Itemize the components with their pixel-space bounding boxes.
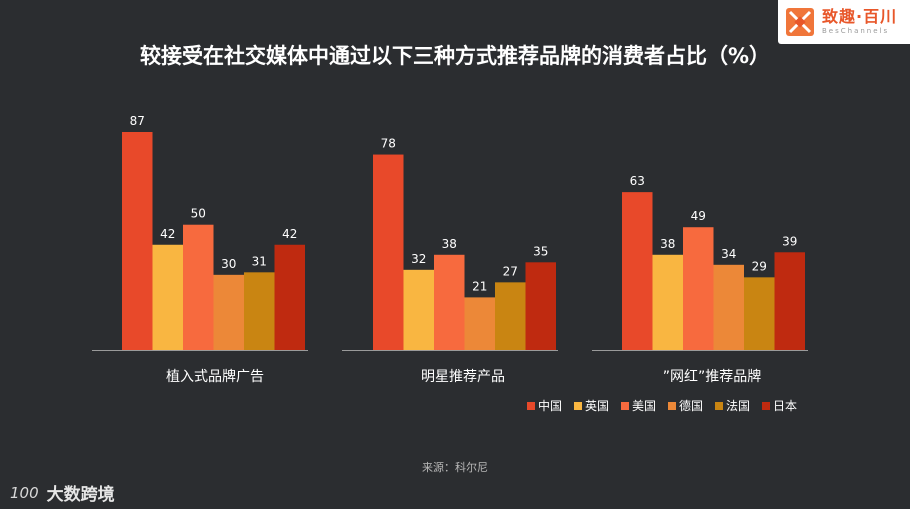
bar: [403, 269, 434, 350]
data-label: 32: [411, 252, 426, 266]
data-label: 87: [130, 114, 145, 128]
legend-swatch: [574, 402, 582, 410]
data-label: 34: [721, 247, 736, 261]
category-label: 植入式品牌广告: [166, 368, 264, 385]
footer-logo-text: 大数跨境: [46, 485, 115, 505]
data-label: 27: [503, 264, 518, 278]
data-label: 42: [282, 227, 297, 241]
data-label: 63: [630, 174, 645, 188]
bar: [434, 254, 465, 350]
legend-swatch: [668, 402, 676, 410]
bar: [373, 154, 404, 350]
legend-label: 日本: [773, 399, 797, 413]
bar: [713, 264, 744, 350]
bar: [122, 132, 153, 350]
bar: [213, 274, 244, 350]
legend-swatch: [715, 402, 723, 410]
data-label: 29: [752, 259, 767, 273]
bar: [152, 244, 183, 350]
data-label: 42: [160, 227, 175, 241]
brand-logo-icon: [786, 8, 814, 36]
data-label: 49: [691, 209, 706, 223]
category-label: 明星推荐产品: [421, 369, 505, 385]
data-label: 39: [782, 234, 797, 248]
category-label: ”网红”推荐品牌: [663, 368, 762, 385]
source-note: 来源：科尔尼: [422, 461, 488, 474]
footer-logo-mark: 100: [10, 483, 39, 502]
bar: [464, 297, 495, 350]
legend-label: 法国: [726, 399, 750, 413]
legend-swatch: [762, 402, 770, 410]
bar: [683, 227, 714, 350]
legend-label: 德国: [679, 398, 703, 413]
legend-swatch: [527, 402, 535, 410]
bar: [774, 252, 805, 350]
legend-label: 美国: [632, 399, 656, 413]
brand-logo: 致趣·百川 BesChannels: [778, 0, 910, 44]
legend-label: 英国: [585, 399, 609, 413]
data-label: 78: [381, 137, 396, 151]
bar: [652, 254, 683, 350]
data-label: 21: [472, 279, 487, 293]
legend-label: 中国: [538, 398, 562, 413]
data-label: 38: [660, 237, 675, 251]
bar: [183, 224, 214, 350]
bar: [525, 262, 556, 350]
legend-swatch: [621, 402, 629, 410]
bar: [622, 192, 653, 350]
bar: [495, 282, 526, 350]
brand-logo-name: 致趣·百川: [822, 7, 898, 26]
data-label: 50: [191, 207, 206, 221]
chart-title: 较接受在社交媒体中通过以下三种方式推荐品牌的消费者占比（%）: [139, 44, 771, 68]
data-label: 38: [442, 237, 457, 251]
bar: [274, 244, 305, 350]
bar: [744, 277, 775, 350]
bar: [244, 272, 275, 350]
data-label: 35: [533, 244, 548, 258]
data-label: 31: [252, 254, 267, 268]
footer-logo: 100 大数跨境: [10, 480, 115, 506]
data-label: 30: [221, 257, 236, 271]
brand-logo-subtitle: BesChannels: [822, 27, 890, 35]
